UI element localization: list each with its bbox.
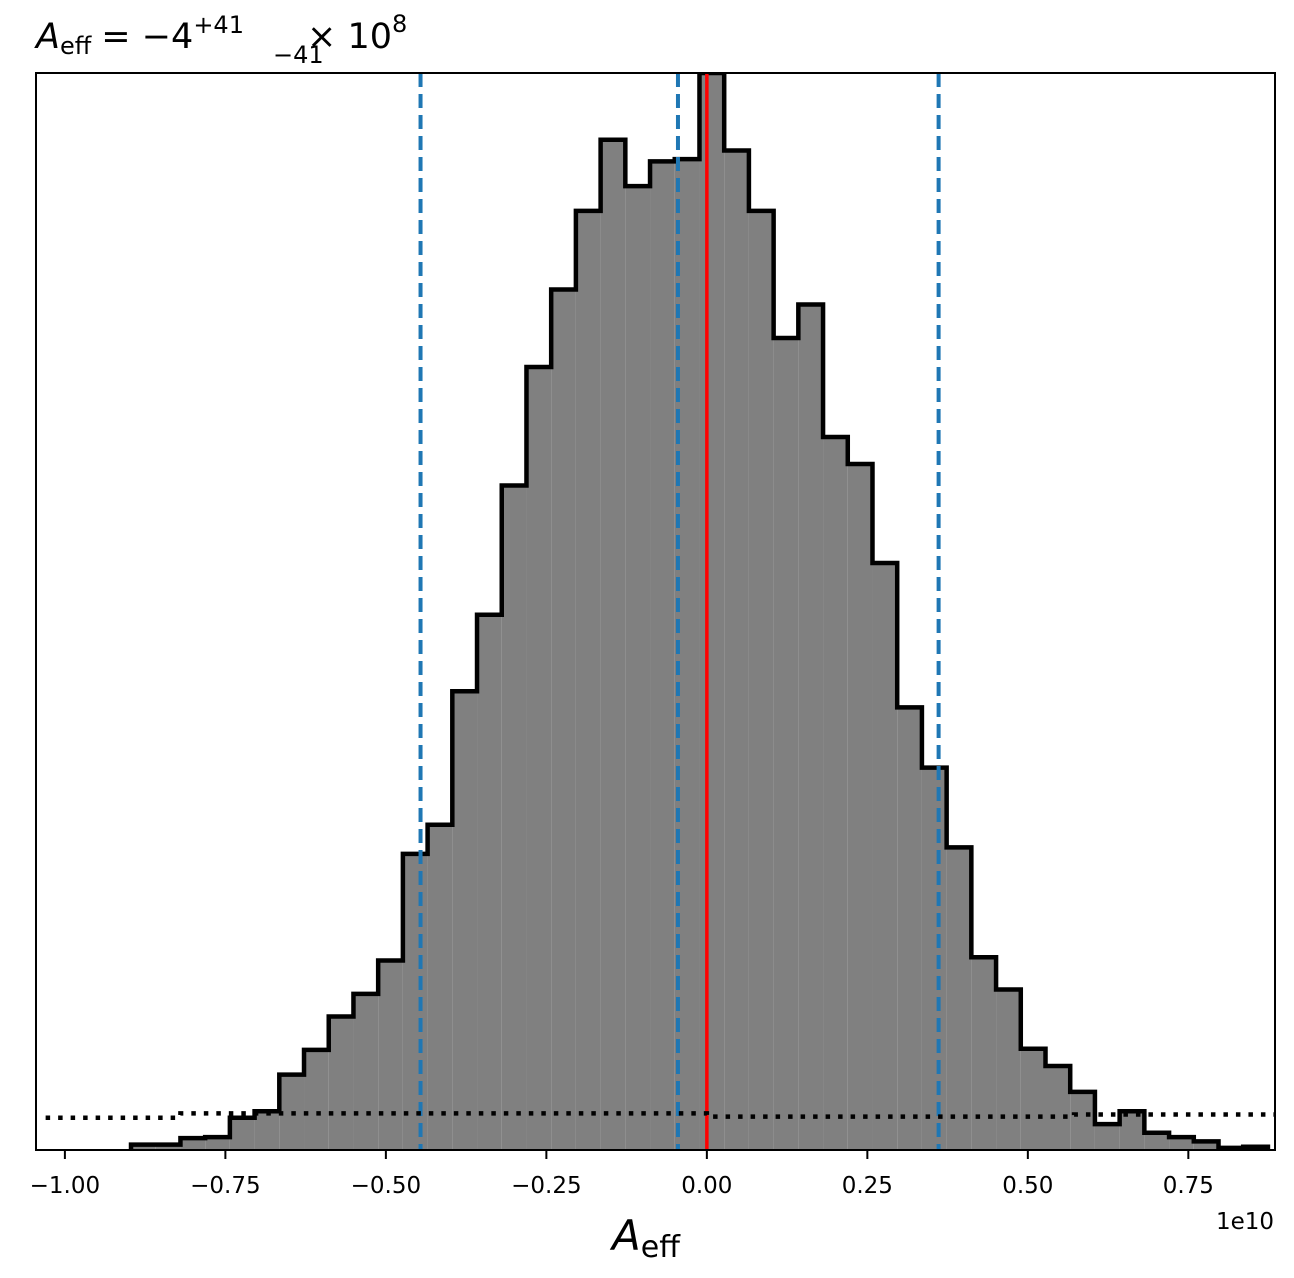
histogram-bar: [254, 1111, 280, 1150]
plot-area: [35, 72, 1276, 1151]
xlabel-subscript: eff: [641, 1230, 681, 1265]
histogram-bar: [1094, 1124, 1120, 1150]
histogram-bar: [526, 367, 552, 1150]
title-times: × 10: [307, 17, 392, 57]
histogram-bar: [180, 1138, 206, 1150]
plot-frame: [35, 72, 1276, 1151]
histogram-bar: [946, 847, 972, 1150]
histogram-bar: [452, 691, 478, 1150]
histogram-bar: [1070, 1091, 1095, 1150]
prior-line: [45, 1111, 1275, 1120]
plot-clip-group: [45, 73, 1275, 1150]
histogram-bar: [996, 989, 1021, 1150]
histogram-bar: [847, 463, 873, 1150]
histogram-bar: [402, 853, 428, 1150]
x-tick-label: 0.25: [842, 1173, 893, 1199]
histogram-bar: [229, 1117, 255, 1150]
title-upper: +41: [193, 11, 244, 39]
histogram-bar: [897, 707, 922, 1150]
x-axis: −1.00 −0.75 −0.50 −0.25 0.00 0.25 0.50 0.75: [30, 1150, 1214, 1199]
histogram-bar: [378, 960, 403, 1150]
x-tick-label: −0.75: [190, 1173, 260, 1199]
histogram-bar: [551, 289, 576, 1150]
histogram-bar: [575, 210, 601, 1150]
histogram-bar: [1144, 1132, 1170, 1150]
title-exponent: 8: [392, 10, 407, 38]
histogram-bar: [921, 767, 947, 1150]
x-tick-label: 0.75: [1163, 1173, 1214, 1199]
chart-title: Aeff = −4+41 −41× 108: [34, 10, 407, 69]
x-tick-label: −0.50: [351, 1173, 421, 1199]
histogram-bar: [872, 563, 898, 1150]
title-lower: −41: [273, 41, 324, 69]
histogram-bar: [823, 437, 848, 1150]
title-relation: = −4: [101, 17, 193, 57]
x-tick-label: 0.00: [681, 1173, 732, 1199]
histogram-bar: [1193, 1141, 1219, 1150]
histogram-bar: [427, 824, 453, 1150]
histogram-bar: [650, 161, 675, 1150]
histogram-bar: [1045, 1065, 1071, 1150]
histogram-bar: [748, 210, 774, 1150]
histogram-bar: [773, 337, 799, 1150]
x-tick-label: 0.50: [1002, 1173, 1053, 1199]
x-tick-label: −1.00: [30, 1173, 100, 1199]
histogram-bar: [798, 304, 824, 1150]
histogram-bar: [1020, 1048, 1046, 1150]
x-axis-label: Aeff: [609, 1211, 681, 1265]
histogram-bar: [501, 485, 527, 1150]
histogram-bar: [155, 1144, 181, 1150]
histogram-bar: [304, 1049, 329, 1150]
histogram-bar: [131, 1144, 156, 1150]
histogram-bar: [724, 150, 749, 1150]
title-symbol: A: [34, 17, 60, 57]
histogram-bar: [477, 614, 502, 1150]
histogram-bar: [1119, 1111, 1145, 1150]
histogram-bar: [971, 957, 997, 1150]
axis-offset-label: 1e10: [1216, 1209, 1274, 1235]
histogram-bar: [353, 993, 379, 1150]
histogram-bar: [600, 139, 626, 1150]
histogram-bar: [328, 1016, 354, 1150]
histogram-bar: [699, 73, 725, 1150]
histogram-bar: [1169, 1137, 1194, 1150]
x-tick-label: −0.25: [511, 1173, 581, 1199]
histogram-outline: [128, 73, 1271, 1150]
histogram-bar: [205, 1137, 230, 1150]
xlabel-symbol: A: [609, 1211, 641, 1260]
histogram-bar: [625, 186, 651, 1150]
title-subscript: eff: [60, 32, 92, 60]
